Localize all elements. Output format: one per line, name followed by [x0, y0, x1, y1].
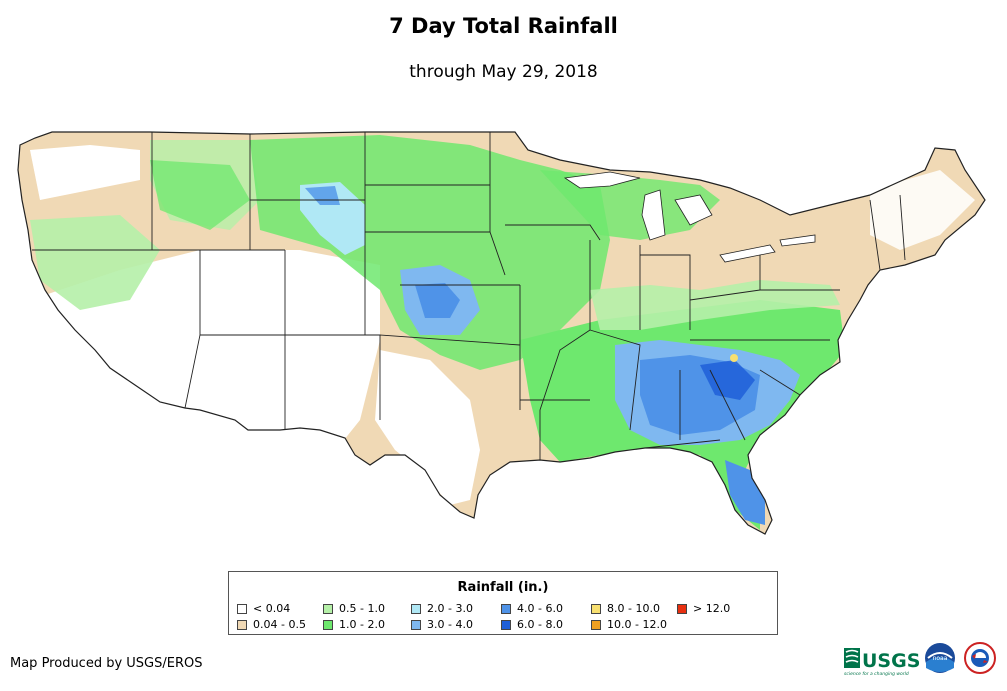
legend-swatch — [237, 604, 247, 614]
map-subtitle: through May 29, 2018 — [409, 62, 598, 82]
legend-swatch — [501, 620, 511, 630]
legend-swatch — [591, 604, 601, 614]
legend: Rainfall (in.) < 0.04 0.04 - 0.5 0.5 - 1… — [228, 571, 778, 635]
usgs-logo: USGS science for a changing world — [844, 648, 920, 677]
rainfall-shading — [18, 132, 985, 534]
credit-text: Map Produced by USGS/EROS — [10, 656, 203, 671]
map-title: 7 Day Total Rainfall — [389, 14, 618, 38]
legend-swatch — [501, 604, 511, 614]
legend-item: 3.0 - 4.0 — [411, 619, 473, 633]
legend-swatch — [677, 604, 687, 614]
legend-item: 2.0 - 3.0 — [411, 603, 473, 617]
legend-item: 0.5 - 1.0 — [323, 603, 385, 617]
nws-logo — [964, 642, 996, 674]
great-lakes — [563, 171, 816, 263]
legend-item: 0.04 - 0.5 — [237, 619, 306, 633]
legend-swatch — [411, 620, 421, 630]
legend-item: < 0.04 — [237, 603, 290, 617]
legend-item: 4.0 - 6.0 — [501, 603, 563, 617]
legend-swatch — [237, 620, 247, 630]
noaa-logo: noaa — [925, 643, 955, 673]
legend-swatch — [323, 620, 333, 630]
agency-logos: USGS science for a changing world noaa — [844, 642, 996, 677]
svg-text:USGS: USGS — [862, 650, 920, 672]
legend-item: 6.0 - 8.0 — [501, 619, 563, 633]
legend-item: > 12.0 — [677, 603, 730, 617]
legend-item: 10.0 - 12.0 — [591, 619, 667, 633]
svg-text:science for a changing world: science for a changing world — [844, 671, 909, 677]
legend-item: 1.0 - 2.0 — [323, 619, 385, 633]
legend-swatch — [323, 604, 333, 614]
legend-item: 8.0 - 10.0 — [591, 603, 660, 617]
legend-swatch — [411, 604, 421, 614]
legend-swatch — [591, 620, 601, 630]
state-boundaries — [32, 132, 906, 460]
svg-text:noaa: noaa — [933, 655, 948, 662]
legend-title: Rainfall (in.) — [457, 580, 549, 595]
